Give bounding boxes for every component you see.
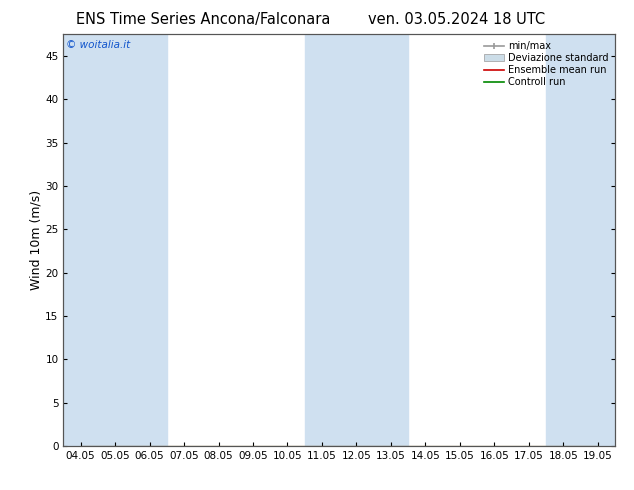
Bar	[546, 34, 615, 446]
Legend: min/max, Deviazione standard, Ensemble mean run, Controll run: min/max, Deviazione standard, Ensemble m…	[482, 39, 610, 89]
Text: ENS Time Series Ancona/Falconara: ENS Time Series Ancona/Falconara	[75, 12, 330, 27]
Text: © woitalia.it: © woitalia.it	[66, 41, 131, 50]
Bar	[98, 34, 167, 446]
Text: ven. 03.05.2024 18 UTC: ven. 03.05.2024 18 UTC	[368, 12, 545, 27]
Bar	[305, 34, 408, 446]
Y-axis label: Wind 10m (m/s): Wind 10m (m/s)	[30, 190, 42, 290]
Bar	[63, 34, 133, 446]
